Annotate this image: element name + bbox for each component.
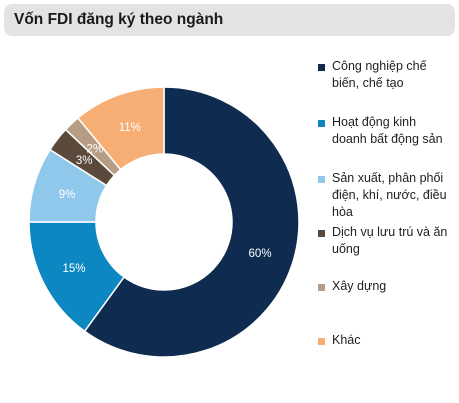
title-bar: Vốn FDI đăng ký theo ngành: [4, 4, 455, 36]
slice-other: [76, 86, 165, 171]
legend-swatch: [318, 64, 325, 71]
slice-value-label: 2%: [87, 143, 104, 155]
legend-swatch: [318, 338, 325, 345]
legend-label: Sản xuất, phân phối điện, khí, nước, điề…: [332, 171, 447, 219]
legend-label: Khác: [332, 333, 361, 347]
slice-manufacturing: [83, 86, 300, 358]
chart-title: Vốn FDI đăng ký theo ngành: [14, 11, 224, 28]
legend-label: Dịch vụ lưu trú và ăn uống: [332, 225, 448, 256]
legend-swatch: [318, 284, 325, 291]
slice-value-label: 9%: [59, 189, 76, 201]
slice-value-label: 15%: [62, 263, 85, 275]
legend-label: Xây dựng: [332, 279, 387, 293]
legend-swatch: [318, 176, 325, 183]
legend-label: Công nghiệp chế biến, chế tạo: [332, 59, 427, 90]
legend-label: Hoạt động kinh doanh bất động sản: [332, 115, 443, 146]
legend-swatch: [318, 230, 325, 237]
slice-value-label: 3%: [76, 155, 93, 167]
slice-value-label: 60%: [249, 248, 272, 260]
slice-value-label: 11%: [119, 122, 141, 134]
legend-swatch: [318, 120, 325, 127]
